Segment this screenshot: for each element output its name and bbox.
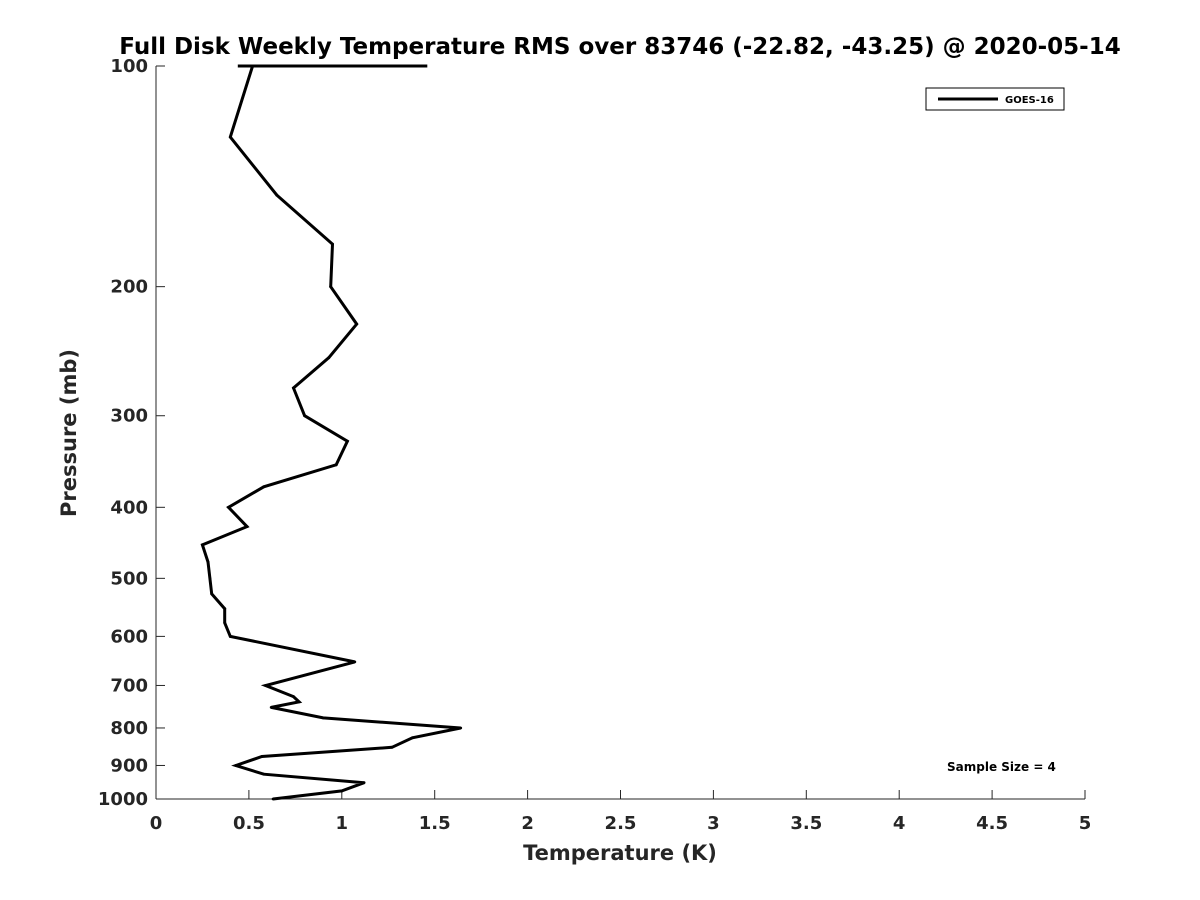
x-tick-label: 3.5: [790, 813, 822, 834]
data-point: [297, 700, 301, 704]
x-tick-label: 3: [707, 813, 720, 834]
data-point: [269, 706, 273, 709]
x-tick-label: 0.5: [233, 813, 265, 834]
y-tick-label: 300: [110, 406, 148, 427]
data-point: [340, 789, 344, 793]
data-point: [201, 543, 204, 547]
data-point: [234, 764, 238, 767]
data-point: [329, 285, 333, 289]
data-point: [223, 621, 227, 625]
data-point: [245, 525, 249, 529]
data-point: [331, 242, 334, 246]
x-tick-label: 4: [893, 813, 906, 834]
data-point: [345, 439, 349, 443]
ticks-layer: 0 0.5 1 1.5 2 2.5 3 3.5 4 4.5 5 100 200 300 400 500 600 7…: [98, 56, 1091, 834]
data-point: [208, 576, 212, 580]
data-point: [411, 736, 414, 740]
y-tick-label: 100: [110, 56, 148, 77]
data-point: [353, 660, 357, 664]
data-point: [260, 755, 264, 758]
x-axis-label: Temperature (K): [523, 841, 717, 865]
data-point: [210, 592, 214, 596]
chart-title: Full Disk Weekly Temperature RMS over 83…: [119, 34, 1121, 60]
sample-size-annotation: Sample Size = 4: [947, 760, 1056, 774]
y-axis-label: Pressure (mb): [57, 349, 81, 517]
y-tick-label: 500: [110, 568, 148, 589]
data-point: [292, 695, 295, 699]
y-tick-label: 600: [110, 626, 148, 647]
data-point: [275, 193, 279, 197]
data-point: [262, 772, 266, 776]
y-tick-label: 900: [110, 755, 148, 776]
x-tick-label: 2.5: [605, 813, 637, 834]
series-layer: [200, 64, 463, 801]
data-point: [334, 463, 338, 467]
data-point: [228, 634, 232, 638]
data-point: [228, 135, 232, 139]
x-tick-label: 1.5: [419, 813, 451, 834]
data-point: [362, 781, 366, 785]
data-point: [355, 322, 359, 326]
data-point: [390, 745, 394, 749]
data-point: [459, 726, 463, 730]
y-tick-label: 800: [110, 718, 148, 739]
data-point: [292, 386, 295, 390]
data-point: [262, 485, 266, 489]
data-point: [223, 607, 227, 611]
y-tick-label: 1000: [98, 789, 148, 810]
data-point: [227, 505, 230, 509]
data-point: [321, 716, 325, 720]
plot-area: [156, 66, 1085, 799]
data-point: [303, 414, 307, 418]
y-tick-label: 400: [110, 497, 148, 518]
x-tick-label: 4.5: [976, 813, 1008, 834]
data-point: [271, 797, 275, 801]
x-tick-label: 2: [521, 813, 534, 834]
legend: GOES-16: [925, 87, 1065, 111]
data-point: [251, 64, 255, 68]
legend-label: GOES-16: [1005, 95, 1054, 106]
x-tick-label: 5: [1079, 813, 1092, 834]
x-tick-label: 0: [150, 813, 163, 834]
data-point: [206, 560, 210, 564]
y-tick-label: 700: [110, 675, 148, 696]
data-point: [327, 356, 331, 360]
x-tick-label: 1: [336, 813, 349, 834]
data-point: [264, 684, 268, 687]
y-tick-label: 200: [110, 277, 148, 298]
